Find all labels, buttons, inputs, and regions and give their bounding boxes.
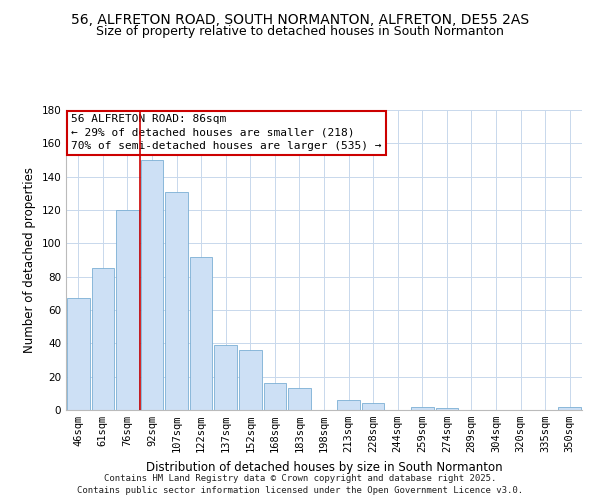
Bar (92, 268, 114, 410)
Y-axis label: Number of detached properties: Number of detached properties (23, 167, 36, 353)
Bar (288, 388, 311, 410)
Bar (140, 160, 163, 410)
Bar (559, 406, 581, 410)
Bar (436, 408, 458, 410)
Text: 56 ALFRETON ROAD: 86sqm
← 29% of detached houses are smaller (218)
70% of semi-d: 56 ALFRETON ROAD: 86sqm ← 29% of detache… (71, 114, 382, 151)
Bar (337, 400, 360, 410)
Bar (67, 298, 89, 410)
Bar (190, 256, 212, 410)
Bar (263, 384, 286, 410)
Text: 56, ALFRETON ROAD, SOUTH NORMANTON, ALFRETON, DE55 2AS: 56, ALFRETON ROAD, SOUTH NORMANTON, ALFR… (71, 12, 529, 26)
Bar (116, 210, 139, 410)
X-axis label: Distribution of detached houses by size in South Normanton: Distribution of detached houses by size … (146, 460, 502, 473)
Bar (411, 406, 434, 410)
Bar (362, 404, 385, 410)
Bar (214, 345, 237, 410)
Bar (165, 192, 188, 410)
Text: Contains HM Land Registry data © Crown copyright and database right 2025.
Contai: Contains HM Land Registry data © Crown c… (77, 474, 523, 495)
Text: Size of property relative to detached houses in South Normanton: Size of property relative to detached ho… (96, 25, 504, 38)
Bar (239, 350, 262, 410)
